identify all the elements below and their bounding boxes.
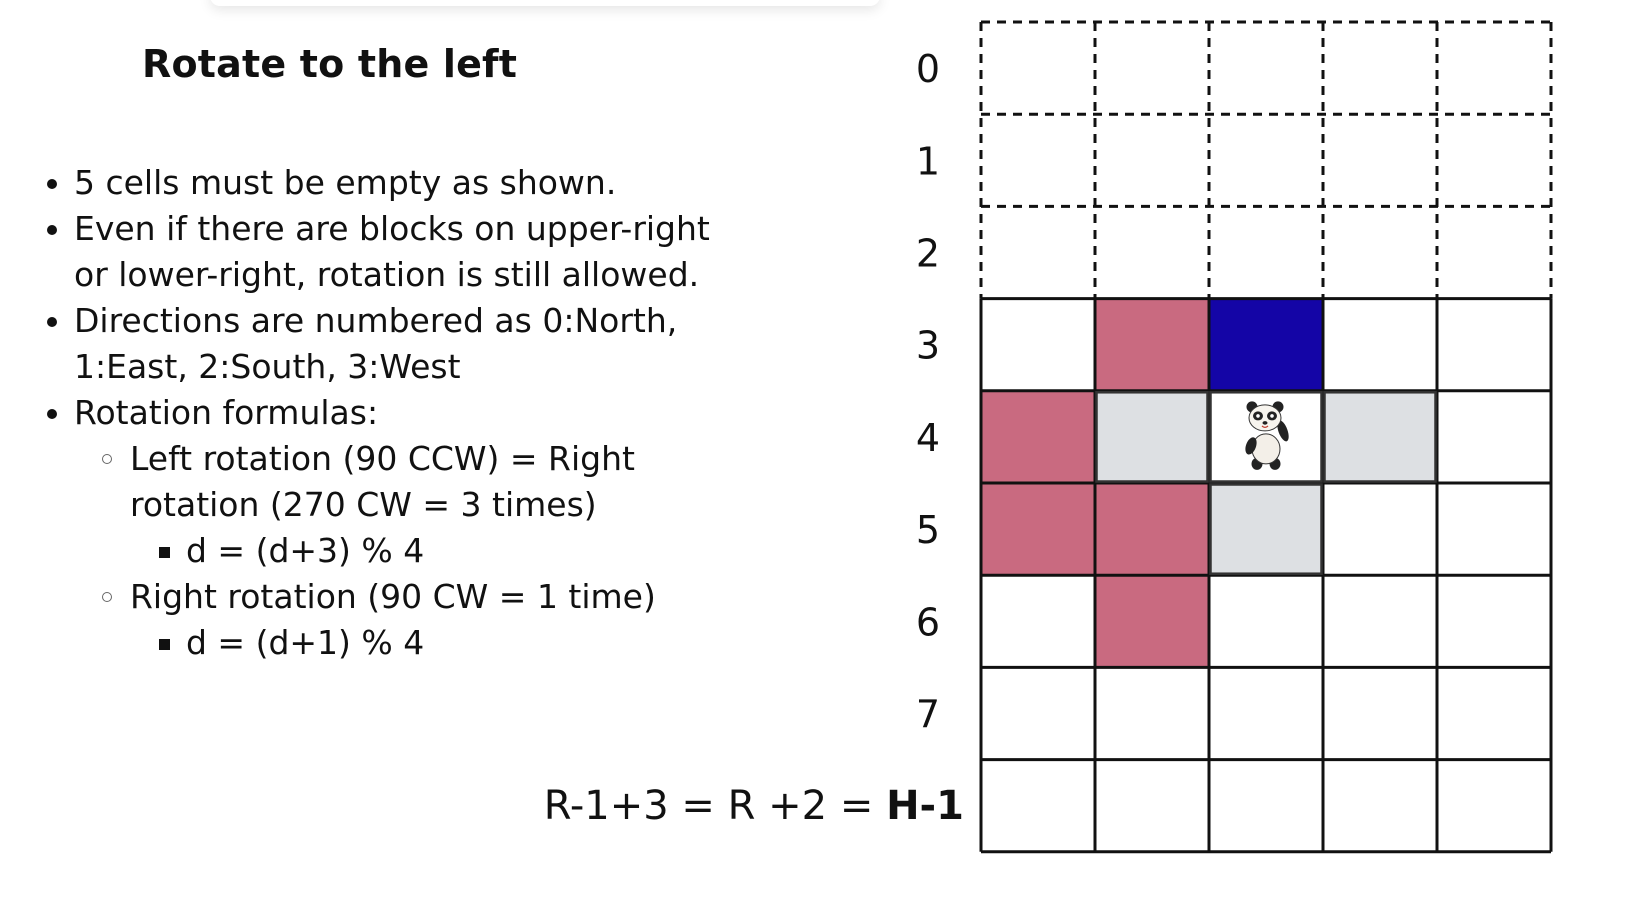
- block-cell: [1095, 298, 1209, 391]
- height-formula: R-1+3 = R +2 = H-1: [544, 783, 964, 829]
- slide-title: Rotate to the left: [142, 42, 518, 86]
- bullet-text: d = (d+1) % 4: [186, 623, 425, 662]
- panda-icon: [1245, 401, 1289, 470]
- sub-list-item: Right rotation (90 CW = 1 time): [47, 574, 710, 620]
- active-cell: [1209, 298, 1323, 391]
- bullet-text: or lower-right, rotation is still allowe…: [74, 255, 700, 294]
- row-label: 7: [916, 693, 940, 737]
- bullet-dot: [47, 179, 57, 189]
- bullet-text: Rotation formulas:: [74, 393, 379, 432]
- bullet-text: 5 cells must be empty as shown.: [74, 163, 617, 202]
- list-item: Rotation formulas:: [47, 390, 710, 436]
- bullet-square: [159, 639, 170, 650]
- list-item: 5 cells must be empty as shown.: [47, 160, 710, 206]
- block-cell: [1095, 575, 1209, 668]
- empty-required-cell: [1323, 390, 1437, 483]
- required-cell-outline: [1095, 391, 1209, 483]
- required-cell-outline: [1209, 391, 1323, 483]
- row-label: 0: [916, 47, 940, 91]
- row-label: 2: [916, 232, 940, 276]
- bullet-list: 5 cells must be empty as shown. Even if …: [47, 160, 710, 666]
- formula-text: R-1+3 = R +2 =: [543, 783, 887, 829]
- required-cell-outline: [1209, 483, 1323, 575]
- block-cell: [1095, 483, 1209, 576]
- top-shadow-bar: [210, 0, 880, 6]
- bullet-text: Left rotation (90 CCW) = Right: [130, 439, 635, 478]
- bullet-circle: [102, 454, 112, 464]
- list-item: Directions are numbered as 0:North, 1:Eas…: [47, 298, 710, 390]
- sub-sub-list-item: d = (d+1) % 4: [47, 620, 710, 666]
- bullet-dot: [47, 225, 57, 235]
- block-cell: [981, 483, 1095, 576]
- bullet-dot: [47, 317, 57, 327]
- block-cell: [981, 390, 1095, 483]
- required-cell-outline: [1323, 391, 1437, 483]
- empty-required-cell: [1095, 390, 1209, 483]
- row-label: 5: [916, 508, 940, 552]
- row-label: 4: [916, 416, 940, 460]
- list-item: Even if there are blocks on upper-right o…: [47, 206, 710, 298]
- bullet-text: Directions are numbered as 0:North,: [74, 301, 678, 340]
- row-label: 6: [916, 600, 940, 644]
- bullet-square: [159, 547, 170, 558]
- bullet-text: d = (d+3) % 4: [186, 531, 425, 570]
- sub-sub-list-item: d = (d+3) % 4: [47, 528, 710, 574]
- sub-list-item: Left rotation (90 CCW) = Right rotation (…: [47, 436, 710, 528]
- bullet-text: rotation (270 CW = 3 times): [130, 485, 597, 524]
- row-label: 3: [916, 324, 940, 368]
- row-label: 1: [916, 139, 940, 183]
- bullet-text: Right rotation (90 CW = 1 time): [130, 577, 656, 616]
- bullet-circle: [102, 592, 112, 602]
- bullet-dot: [47, 409, 57, 419]
- bullet-text: 1:East, 2:South, 3:West: [74, 347, 461, 386]
- empty-required-cell: [1209, 483, 1323, 576]
- bullet-text: Even if there are blocks on upper-right: [74, 209, 710, 248]
- formula-bold: H-1: [886, 783, 964, 829]
